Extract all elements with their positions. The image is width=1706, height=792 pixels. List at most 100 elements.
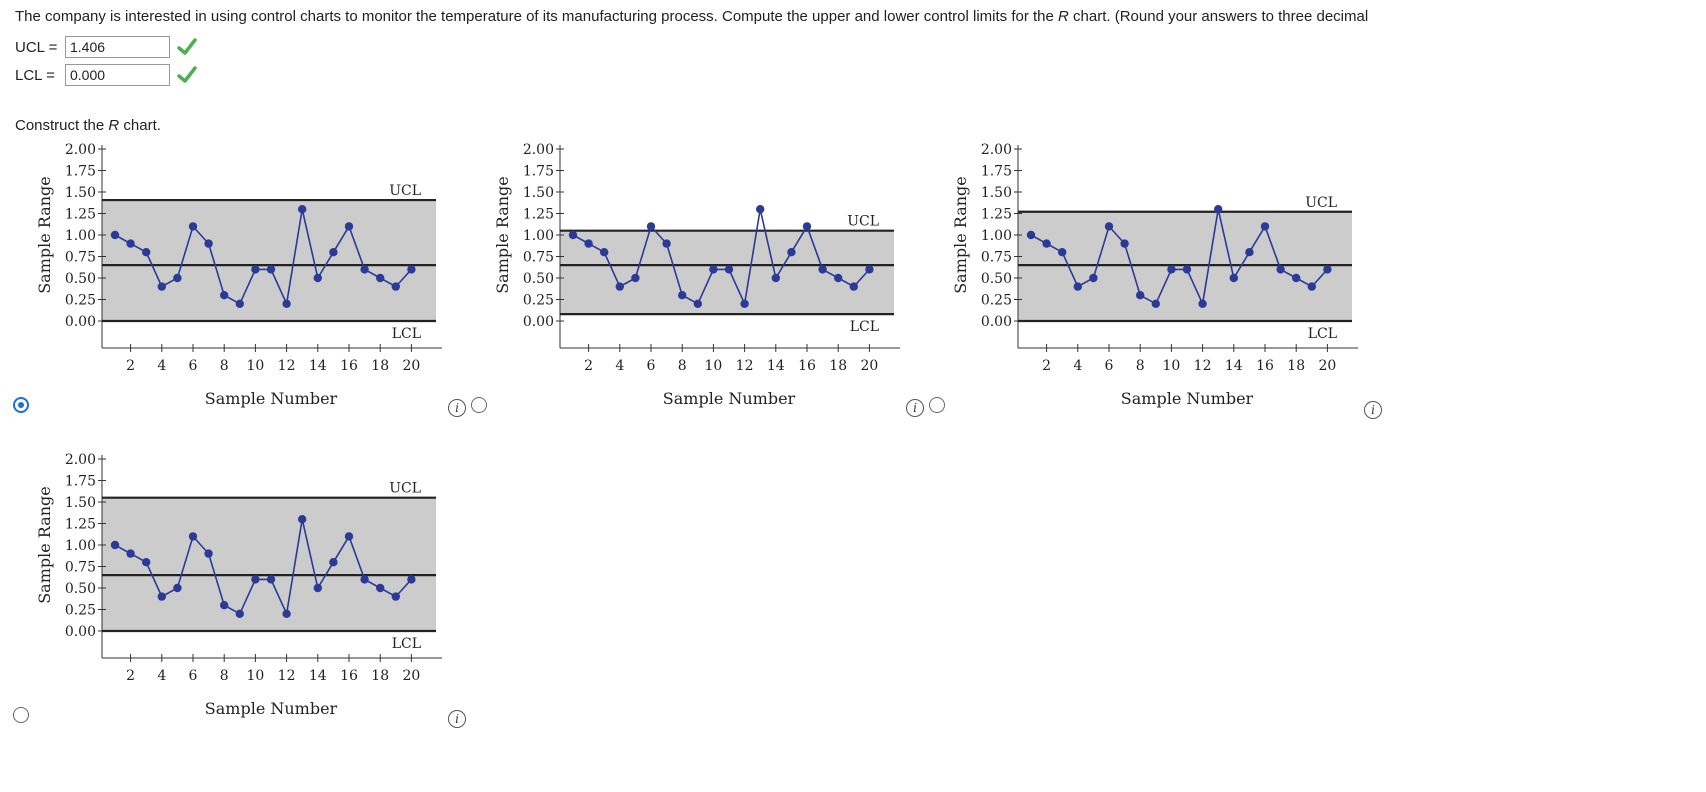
data-point bbox=[126, 239, 135, 248]
data-point bbox=[1182, 265, 1192, 274]
x-tick-label: 6 bbox=[1105, 358, 1114, 374]
data-point bbox=[266, 265, 276, 274]
y-tick-label: 1.25 bbox=[65, 207, 96, 223]
data-point bbox=[771, 273, 780, 283]
y-tick-label: 1.50 bbox=[981, 185, 1012, 201]
data-point bbox=[407, 575, 416, 584]
info-icon[interactable]: i bbox=[448, 710, 466, 728]
ucl-label: UCL bbox=[847, 214, 879, 230]
y-axis-title: Sample Range bbox=[951, 176, 970, 294]
data-point bbox=[756, 205, 765, 214]
x-axis-title: Sample Number bbox=[663, 389, 796, 408]
x-tick-label: 20 bbox=[1318, 358, 1336, 374]
data-point bbox=[709, 265, 718, 274]
y-tick-label: 0.75 bbox=[981, 250, 1012, 266]
data-point bbox=[220, 291, 229, 300]
data-point bbox=[849, 282, 858, 291]
x-tick-label: 14 bbox=[767, 358, 785, 374]
y-tick-label: 2.00 bbox=[981, 142, 1012, 158]
data-point bbox=[188, 532, 198, 541]
y-tick-label: 2.00 bbox=[65, 142, 96, 158]
data-point bbox=[329, 248, 338, 257]
chart-svg: 0.00 0.25 0.50 0.75 1.00 1.25 1.50 1.75 2.00 2 4 6 8… bbox=[493, 142, 900, 408]
x-tick-label: 6 bbox=[647, 358, 656, 374]
x-tick-label: 18 bbox=[371, 668, 389, 684]
data-point bbox=[600, 248, 609, 257]
x-tick-label: 12 bbox=[278, 358, 296, 374]
x-tick-label: 2 bbox=[126, 358, 135, 374]
data-point bbox=[865, 265, 874, 274]
data-point bbox=[1245, 248, 1254, 257]
option-a-radio[interactable] bbox=[13, 397, 29, 413]
lcl-answer-row: LCL = bbox=[15, 64, 198, 86]
data-point bbox=[360, 265, 369, 274]
data-point bbox=[329, 558, 338, 567]
data-point bbox=[1276, 265, 1285, 274]
y-tick-label: 2.00 bbox=[65, 452, 96, 468]
x-tick-label: 8 bbox=[220, 358, 229, 374]
y-tick-label: 1.75 bbox=[981, 164, 1012, 180]
data-point bbox=[1058, 248, 1067, 257]
data-point bbox=[391, 282, 400, 291]
y-tick-label: 0.75 bbox=[523, 250, 554, 266]
y-tick-label: 1.00 bbox=[981, 228, 1012, 244]
x-tick-label: 20 bbox=[402, 668, 420, 684]
data-point bbox=[110, 230, 120, 240]
ucl-answer-row: UCL = bbox=[15, 36, 198, 58]
y-axis-title: Sample Range bbox=[35, 486, 54, 604]
info-icon[interactable]: i bbox=[448, 399, 466, 417]
ucl-input[interactable] bbox=[65, 36, 170, 58]
data-point bbox=[376, 583, 385, 593]
lcl-input[interactable] bbox=[65, 64, 170, 86]
data-point bbox=[282, 299, 291, 308]
data-point bbox=[204, 549, 213, 558]
control-band bbox=[102, 200, 436, 321]
data-point bbox=[1026, 230, 1036, 240]
x-tick-label: 10 bbox=[246, 358, 264, 374]
x-tick-label: 16 bbox=[1256, 358, 1274, 374]
x-tick-label: 18 bbox=[371, 358, 389, 374]
data-point bbox=[266, 575, 276, 584]
data-point bbox=[1323, 265, 1332, 274]
correct-check-icon bbox=[177, 66, 197, 83]
option-c-radio[interactable] bbox=[929, 397, 945, 413]
data-point bbox=[344, 532, 354, 541]
x-tick-label: 18 bbox=[829, 358, 847, 374]
y-tick-label: 0.25 bbox=[523, 293, 554, 309]
x-tick-label: 4 bbox=[615, 358, 624, 374]
info-icon[interactable]: i bbox=[1364, 401, 1382, 419]
data-point bbox=[693, 299, 702, 308]
data-point bbox=[1136, 291, 1145, 300]
info-icon[interactable]: i bbox=[906, 399, 924, 417]
option-b-radio[interactable] bbox=[471, 397, 487, 413]
x-tick-label: 8 bbox=[220, 668, 229, 684]
data-point bbox=[802, 222, 812, 231]
x-tick-label: 8 bbox=[678, 358, 687, 374]
data-point bbox=[1307, 282, 1316, 291]
r-chart-option-d: 0.00 0.25 0.50 0.75 1.00 1.25 1.50 1.75 2.00 2 4 6 8… bbox=[20, 440, 480, 740]
ucl-label: UCL bbox=[389, 183, 421, 199]
data-point bbox=[407, 265, 416, 274]
y-tick-label: 0.00 bbox=[65, 314, 96, 330]
y-tick-label: 2.00 bbox=[523, 142, 554, 158]
data-point bbox=[313, 273, 322, 283]
data-point bbox=[235, 609, 244, 618]
r-chart-option-b: 0.00 0.25 0.50 0.75 1.00 1.25 1.50 1.75 2.00 2 4 6 8… bbox=[478, 130, 938, 430]
x-tick-label: 12 bbox=[1194, 358, 1212, 374]
data-point bbox=[740, 299, 749, 308]
data-point bbox=[724, 265, 734, 274]
x-tick-label: 2 bbox=[126, 668, 135, 684]
data-point bbox=[834, 273, 843, 283]
x-tick-label: 12 bbox=[278, 668, 296, 684]
construct-instruction: Construct the R chart. bbox=[15, 117, 161, 134]
y-tick-label: 1.00 bbox=[65, 228, 96, 244]
x-tick-label: 2 bbox=[584, 358, 593, 374]
x-tick-label: 10 bbox=[1162, 358, 1180, 374]
data-point bbox=[1292, 273, 1301, 283]
data-point bbox=[220, 601, 229, 610]
data-point bbox=[188, 222, 198, 231]
data-point bbox=[173, 583, 182, 593]
data-point bbox=[298, 515, 307, 524]
data-point bbox=[1104, 222, 1114, 231]
option-d-radio[interactable] bbox=[13, 707, 29, 723]
